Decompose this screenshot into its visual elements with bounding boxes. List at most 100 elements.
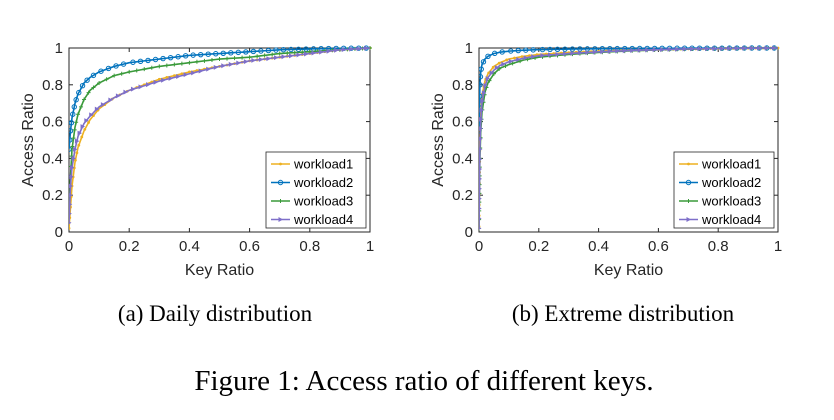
x-tick-label: 0.2 [119, 238, 140, 255]
workload2-point [508, 48, 514, 54]
workload2-point [491, 50, 498, 57]
workload2-point [98, 68, 104, 74]
workload3-point [149, 65, 154, 70]
workload4-point [479, 107, 485, 113]
workload2-point [76, 89, 82, 96]
workload3-point [240, 55, 245, 60]
workload4-point [479, 216, 482, 220]
workload4-point [228, 61, 234, 67]
workload1-point [188, 70, 191, 74]
y-tick-label: 0.6 [42, 114, 63, 131]
workload4-point [266, 56, 271, 62]
workload4-point [281, 54, 286, 60]
figure-caption: Figure 1: Access ratio of different keys… [194, 365, 653, 397]
y-tick-label: 0 [55, 224, 63, 241]
workload4-point [485, 76, 491, 82]
workload4-point [501, 61, 506, 67]
workload4-point [311, 50, 317, 56]
workload3-point [497, 66, 502, 71]
workload3-point [202, 58, 207, 63]
legend: workload1 workload2 workload3 workload4 [673, 151, 775, 229]
workload3-point [76, 112, 81, 117]
workload1-point [180, 72, 184, 76]
subcaption: (b) Extreme distribution [512, 301, 735, 326]
workload1-point [487, 71, 491, 75]
x-tick-label: 1 [366, 238, 374, 255]
legend-label: workload2 [293, 175, 353, 190]
workload4-point [71, 155, 77, 161]
workload4-point [89, 112, 94, 118]
workload2-point [547, 46, 553, 53]
workload4-point [138, 84, 143, 90]
series-workload4 [479, 45, 779, 230]
workload3-point [164, 63, 169, 68]
workload1-point [172, 74, 176, 77]
workload1-point [491, 65, 495, 69]
workload1-point [73, 158, 77, 162]
workload4-point [236, 60, 241, 66]
workload4-point [764, 45, 770, 51]
workload2-point [554, 46, 561, 53]
legend-workload3-point [686, 199, 691, 203]
legend-workload1-point [279, 162, 282, 166]
workload3-point [179, 61, 184, 66]
workload4-point [288, 53, 294, 59]
workload4-point [304, 51, 309, 57]
series-workload4 [69, 45, 371, 225]
workload2-point [73, 97, 79, 103]
workload1-point [520, 55, 524, 59]
workload4-point [73, 146, 78, 152]
workload4-point [479, 167, 483, 171]
y-tick-label: 0 [465, 224, 473, 241]
workload4-point [364, 45, 369, 51]
workload4-point [508, 58, 514, 64]
workload4-point [479, 147, 483, 152]
workload2-point [120, 61, 127, 67]
legend-workload4-point [278, 217, 283, 222]
workload2-point [479, 82, 483, 88]
workload4-point [600, 49, 605, 55]
legend: workload1 workload2 workload3 workload4 [265, 151, 367, 229]
x-tick-label: 0 [475, 238, 483, 255]
series-workload2 [69, 45, 371, 152]
workload4-point [690, 46, 695, 52]
workload4-point [334, 47, 339, 53]
workload2-point [69, 137, 73, 143]
workload4-point [84, 118, 89, 124]
workload2-point [480, 59, 487, 65]
workload2-point [197, 51, 204, 58]
workload3-point [79, 104, 84, 109]
workload4-point [69, 183, 74, 189]
workload4-point [652, 47, 658, 53]
workload4-point [146, 82, 151, 88]
workload2-point [105, 65, 112, 72]
y-tick-label: 0.6 [452, 114, 473, 131]
workload4-point [296, 52, 302, 58]
workload4-point [479, 177, 483, 181]
workload4-point [481, 90, 487, 96]
workload2-point [79, 83, 86, 89]
workload4-point [592, 49, 598, 55]
workload2-point [152, 56, 159, 63]
workload4-point [704, 46, 710, 52]
y-tick-label: 0.4 [42, 150, 63, 167]
workload3-point [225, 56, 230, 61]
workload2-point [84, 77, 90, 83]
workload3-point [134, 68, 139, 73]
workload3-point [91, 85, 96, 90]
workload3-point [285, 51, 290, 56]
workload4-point [326, 48, 332, 54]
workload1-point [87, 121, 90, 124]
workload4-point [168, 75, 174, 81]
workload3-point [72, 127, 77, 132]
workload4-point [712, 46, 717, 52]
workload4-point [489, 70, 495, 76]
workload4-point [70, 165, 75, 171]
workload3-point [277, 51, 282, 56]
workload4-point [69, 193, 73, 198]
workload4-point [570, 50, 575, 56]
workload3-point [209, 57, 214, 62]
x-tick-label: 0.8 [708, 238, 729, 255]
workload2-point [288, 46, 294, 53]
